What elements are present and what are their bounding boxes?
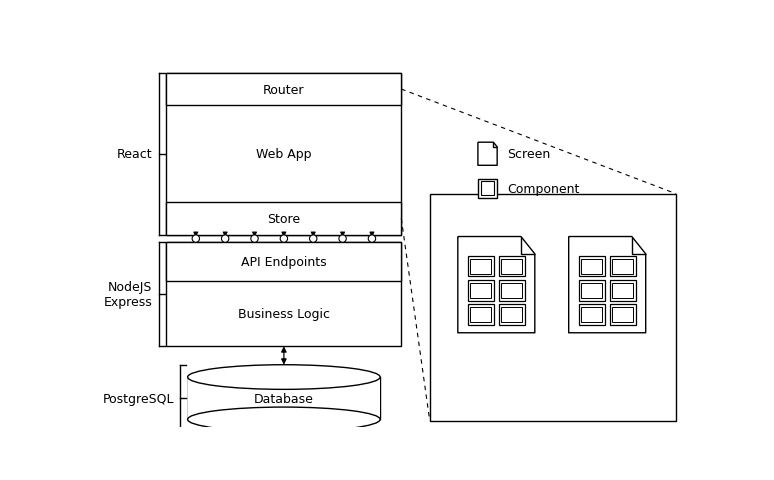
Bar: [581, 283, 602, 299]
Bar: [478, 180, 497, 198]
Bar: [498, 305, 525, 325]
Circle shape: [368, 235, 375, 243]
Bar: [502, 283, 522, 299]
Bar: [612, 283, 633, 299]
Bar: [498, 281, 525, 301]
Circle shape: [192, 235, 200, 243]
Circle shape: [310, 235, 317, 243]
Bar: [579, 305, 604, 325]
Circle shape: [221, 235, 229, 243]
Bar: [471, 283, 491, 299]
Circle shape: [251, 235, 259, 243]
Bar: [579, 257, 604, 277]
Text: Store: Store: [267, 213, 300, 226]
Circle shape: [280, 235, 288, 243]
Text: React: React: [117, 148, 152, 161]
Bar: [166, 74, 401, 235]
Bar: [166, 243, 401, 281]
Bar: [610, 257, 635, 277]
Bar: [612, 307, 633, 323]
Bar: [471, 307, 491, 323]
Bar: [187, 377, 380, 420]
Text: Web App: Web App: [256, 148, 312, 161]
Bar: [610, 281, 635, 301]
Bar: [471, 259, 491, 275]
Bar: [579, 281, 604, 301]
Ellipse shape: [187, 365, 380, 390]
Bar: [166, 74, 401, 106]
Bar: [468, 257, 494, 277]
Bar: [502, 259, 522, 275]
Bar: [612, 259, 633, 275]
Circle shape: [339, 235, 346, 243]
Bar: [498, 257, 525, 277]
Bar: [581, 307, 602, 323]
Bar: [481, 182, 495, 196]
Text: Router: Router: [263, 84, 305, 96]
Bar: [468, 281, 494, 301]
Text: Screen: Screen: [507, 148, 550, 161]
Text: Business Logic: Business Logic: [238, 307, 330, 320]
Text: Component: Component: [507, 182, 579, 195]
Bar: [468, 305, 494, 325]
Text: NodeJS
Express: NodeJS Express: [104, 281, 152, 309]
Text: Database: Database: [254, 392, 313, 405]
Bar: [166, 243, 401, 347]
Bar: [581, 259, 602, 275]
Bar: [166, 203, 401, 235]
Bar: [610, 305, 635, 325]
Text: PostgreSQL: PostgreSQL: [102, 392, 173, 405]
Bar: [502, 307, 522, 323]
Ellipse shape: [187, 407, 380, 432]
Text: API Endpoints: API Endpoints: [241, 255, 327, 268]
Bar: [430, 194, 676, 421]
